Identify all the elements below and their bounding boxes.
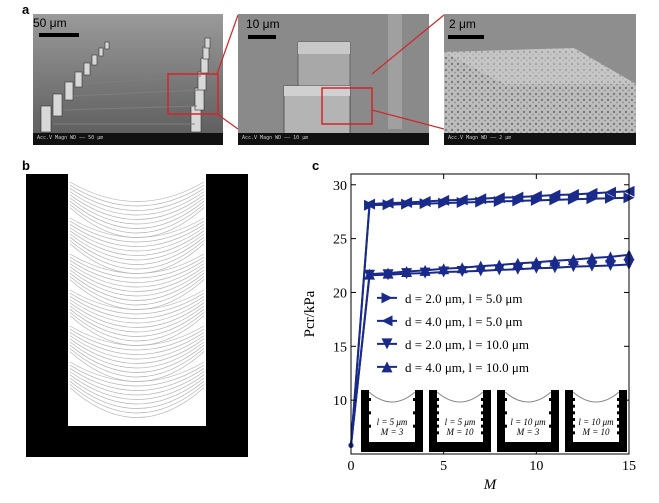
x-axis-label: M: [483, 477, 498, 493]
y-tick-label: 20: [333, 286, 347, 301]
sem-image-pillar-array: 50 μm Acc.V Magn WD —— 50 μm: [33, 14, 223, 145]
data-point: [512, 191, 524, 203]
data-point: [567, 254, 579, 266]
inset-label-m: M = 10: [445, 427, 474, 437]
sem-image-porous-surface: 2 μm Acc.V Magn WD —— 2 μm: [444, 14, 636, 145]
data-point: [530, 190, 542, 202]
data-point: [381, 315, 393, 327]
data-point: [382, 267, 394, 279]
data-point: [586, 187, 598, 199]
data-point: [604, 260, 616, 272]
inset-label-m: M = 10: [581, 427, 610, 437]
data-point: [549, 194, 561, 206]
data-point: [381, 361, 393, 373]
data-point: [401, 197, 413, 209]
chart: l = 5 μmM = 3l = 5 μmM = 10l = 10 μmM = …: [302, 173, 636, 493]
panel-label-b: b: [22, 158, 30, 173]
x-tick-label: 10: [529, 459, 543, 474]
data-point: [456, 194, 468, 206]
data-point: [456, 262, 468, 274]
data-point: [586, 252, 598, 264]
inset-diagram: l = 10 μmM = 3: [497, 390, 559, 452]
data-point: [364, 268, 376, 280]
scale-bar: [248, 35, 276, 39]
inset-label-l: l = 10 μm: [510, 417, 546, 427]
scale-bar: [448, 35, 484, 39]
porous-surface-graphic: [444, 14, 636, 145]
zoom-connector: [216, 14, 239, 130]
data-point: [604, 186, 616, 198]
data-point: [419, 195, 431, 207]
y-axis-label: Pcr/kPa: [302, 290, 318, 337]
series-line: [350, 253, 630, 446]
y-tick-label: 25: [333, 233, 347, 248]
y-tick-label: 30: [333, 179, 347, 194]
x-tick-label: 5: [440, 459, 447, 474]
inset-diagram: l = 10 μmM = 10: [565, 390, 627, 452]
data-point: [382, 197, 394, 209]
inset-label-l: l = 5 μm: [445, 417, 476, 427]
data-point: [401, 265, 413, 277]
legend-entry: d = 4.0 μm, l = 5.0 μm: [405, 314, 522, 329]
data-point: [438, 263, 450, 275]
sem-info-bar: Acc.V Magn WD —— 50 μm: [33, 133, 223, 145]
pillar-fins: [52, 208, 222, 396]
data-point: [493, 259, 505, 271]
inset-label-m: M = 3: [516, 427, 540, 437]
panel-label-c: c: [312, 158, 320, 173]
scale-bar-label: 50 μm: [33, 16, 67, 30]
data-point: [493, 192, 505, 204]
data-point: [512, 257, 524, 269]
sem-info-text: Acc.V Magn WD —— 50 μm: [37, 135, 104, 141]
data-point: [364, 198, 376, 210]
x-tick-label: 15: [622, 459, 636, 474]
data-point: [438, 194, 450, 206]
inset-label-l: l = 5 μm: [377, 417, 408, 427]
data-point: [549, 189, 561, 201]
inset-label-l: l = 10 μm: [578, 417, 614, 427]
data-point: [381, 292, 393, 304]
y-tick-label: 10: [333, 394, 347, 409]
data-point: [604, 251, 616, 263]
inset-diagram: l = 5 μmM = 3: [361, 390, 423, 452]
sem-info-text: Acc.V Magn WD —— 10 μm: [242, 135, 309, 141]
data-point: [530, 194, 542, 206]
sem-info-bar: Acc.V Magn WD —— 2 μm: [444, 133, 636, 145]
x-tick-label: 0: [348, 459, 355, 474]
legend-entry: d = 2.0 μm, l = 5.0 μm: [405, 291, 522, 306]
chart-legend: d = 2.0 μm, l = 5.0 μm d = 4.0 μm, l = 5.…: [377, 291, 529, 375]
series-line: [350, 190, 630, 446]
inset-diagram: l = 5 μmM = 10: [429, 390, 491, 452]
data-point: [586, 193, 598, 205]
data-point: [549, 255, 561, 267]
legend-entry: d = 2.0 μm, l = 10.0 μm: [405, 337, 529, 352]
sem-info-bar: Acc.V Magn WD —— 10 μm: [238, 133, 429, 145]
meniscus-schematic: [26, 174, 248, 457]
data-point: [604, 192, 616, 204]
sem-image-pillar-closeup: 10 μm Acc.V Magn WD —— 10 μm: [238, 14, 429, 145]
data-point: [530, 256, 542, 268]
chart-series: [348, 185, 635, 448]
data-point: [475, 193, 487, 205]
data-point: [381, 338, 393, 350]
legend-entry: d = 4.0 μm, l = 10.0 μm: [405, 360, 529, 375]
data-point: [475, 260, 487, 272]
data-point: [567, 193, 579, 205]
scale-bar-label: 2 μm: [449, 17, 476, 31]
data-point: [419, 264, 431, 276]
y-tick-label: 15: [333, 340, 347, 355]
panel-label-a: a: [22, 2, 30, 17]
chart-insets: l = 5 μmM = 3l = 5 μmM = 10l = 10 μmM = …: [361, 390, 627, 452]
data-point: [567, 188, 579, 200]
sem-info-text: Acc.V Magn WD —— 2 μm: [448, 135, 512, 141]
scale-bar-label: 10 μm: [246, 17, 280, 31]
meniscus-curves: [69, 181, 205, 418]
zoom-connector-2: [372, 14, 445, 130]
chart-ticks: 0 5 10 15 10 15 20 25 30: [333, 174, 636, 474]
chart-frame: [350, 173, 630, 455]
series-line: [350, 196, 630, 446]
inset-label-m: M = 3: [380, 427, 404, 437]
series-line: [350, 263, 630, 446]
scale-bar: [39, 33, 79, 37]
